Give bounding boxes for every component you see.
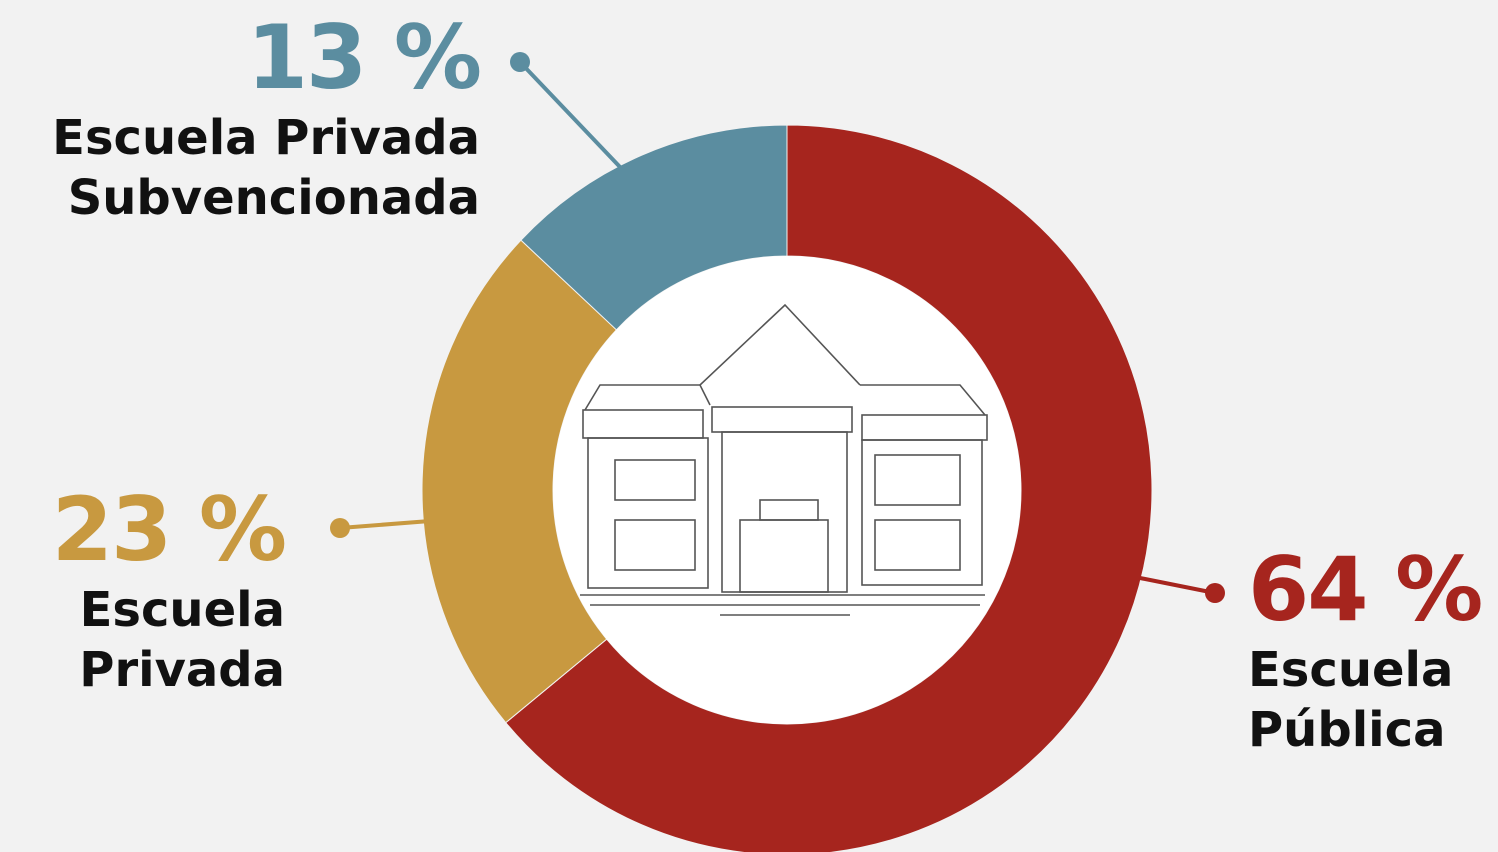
leader-line: [1139, 576, 1216, 595]
slices: [421, 124, 1153, 852]
leader-line: [339, 519, 431, 530]
donut-hole: [553, 256, 1021, 724]
category-label: Escuela Pública: [1248, 642, 1454, 758]
slice-label: 64 % Escuela Pública: [1248, 540, 1498, 760]
leader-line: [518, 60, 622, 169]
leader-dot: [510, 52, 530, 72]
slice-label: 23 % Escuela Privada: [20, 478, 287, 700]
category-label: Escuela Privada Subvencionada: [52, 110, 480, 226]
school-sketch: [580, 303, 988, 616]
category-label: Escuela Privada: [79, 582, 285, 698]
slice-label: 13 % Escuela Privada Subvencionada: [0, 6, 482, 228]
value-label: 64 %: [1248, 538, 1483, 641]
value-label: 13 %: [246, 6, 482, 109]
leader-dot: [1205, 583, 1225, 603]
leaders: [330, 52, 1225, 603]
value-label: 23 %: [51, 478, 287, 581]
leader-dot: [330, 518, 350, 538]
